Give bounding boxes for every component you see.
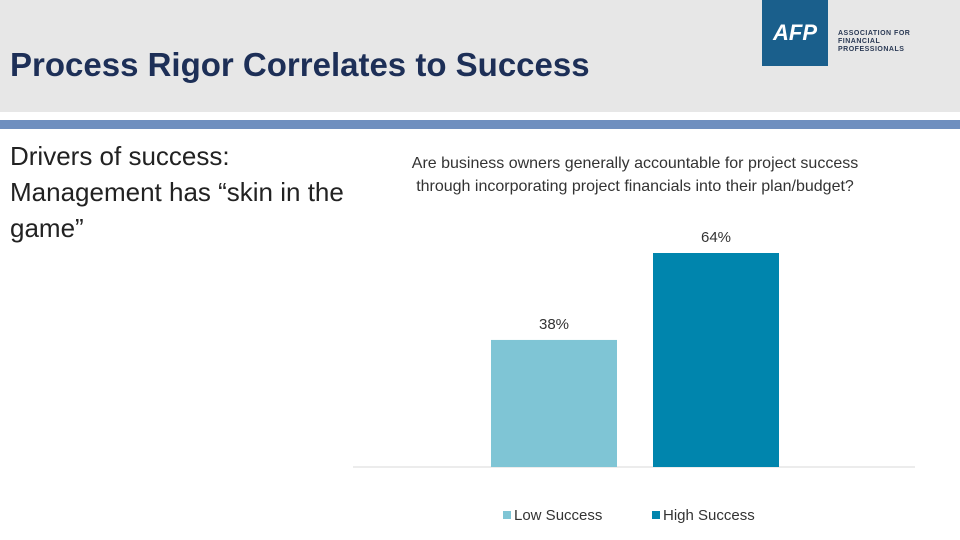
logo-mark: AFP (762, 0, 828, 66)
body-text: Drivers of success: Management has “skin… (10, 141, 344, 243)
data-label: 38% (539, 316, 569, 333)
data-label: 64% (701, 229, 731, 246)
legend-swatch (652, 511, 660, 519)
bar (653, 253, 779, 467)
divider-stripe (0, 120, 960, 129)
slide-title: Process Rigor Correlates to Success (10, 46, 590, 83)
bar (491, 339, 617, 467)
legend-swatch (503, 511, 511, 519)
logo-text: ASSOCIATION FOR FINANCIAL PROFESSIONALS (838, 30, 911, 53)
legend-label: Low Success (514, 507, 602, 524)
legend-label: High Success (663, 507, 755, 524)
chart-title: Are business owners generally accountabl… (411, 155, 859, 195)
